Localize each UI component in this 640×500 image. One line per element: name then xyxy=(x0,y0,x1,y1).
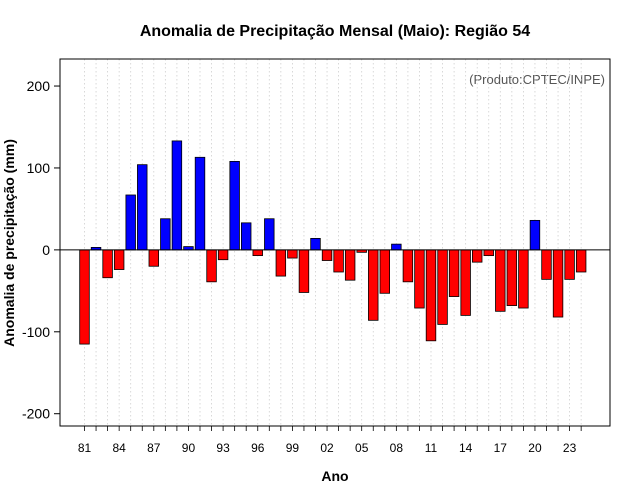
plot-frame xyxy=(59,58,611,427)
bar-2019 xyxy=(518,249,529,309)
x-tick-label: 87 xyxy=(147,441,161,455)
bar-1989 xyxy=(171,140,183,251)
bar-1985 xyxy=(125,194,136,251)
bar-2018 xyxy=(506,249,518,306)
x-tick-label: 99 xyxy=(286,441,300,455)
bar-2015 xyxy=(471,249,483,263)
x-tick-label: 90 xyxy=(182,441,196,455)
bar-1999 xyxy=(287,249,298,259)
bar-1983 xyxy=(102,249,113,279)
bar-1992 xyxy=(206,249,217,283)
chart-annotation: (Produto:CPTEC/INPE) xyxy=(469,72,605,87)
bar-1984 xyxy=(113,249,125,270)
bar-1994 xyxy=(229,160,240,251)
bar-2000 xyxy=(298,249,310,293)
bar-2024 xyxy=(575,249,587,273)
chart-title: Anomalia de Precipitação Mensal (Maio): … xyxy=(140,23,530,40)
x-tick-label: 81 xyxy=(78,441,92,455)
bar-1998 xyxy=(275,249,287,277)
y-tick-label: 0 xyxy=(42,242,50,258)
bar-2009 xyxy=(402,249,414,283)
x-tick-label: 05 xyxy=(355,441,369,455)
x-tick-label: 93 xyxy=(216,441,230,455)
grid xyxy=(84,59,582,426)
bar-2012 xyxy=(437,249,448,325)
bar-1991 xyxy=(194,156,206,251)
bar-2010 xyxy=(414,249,425,309)
x-tick-label: 17 xyxy=(494,441,508,455)
x-tick-label: 08 xyxy=(390,441,404,455)
bar-1981 xyxy=(79,249,90,345)
bar-2020 xyxy=(529,219,541,251)
x-tick-label: 84 xyxy=(112,441,126,455)
bar-2004 xyxy=(344,249,356,281)
bar-1986 xyxy=(137,164,148,251)
bar-2001 xyxy=(310,238,321,251)
x-tick-label: 20 xyxy=(528,441,542,455)
bar-1987 xyxy=(148,249,160,267)
x-tick-label: 14 xyxy=(459,441,473,455)
bar-2017 xyxy=(495,249,506,312)
bar-1995 xyxy=(240,222,252,251)
bar-2006 xyxy=(368,249,379,321)
x-tick-label: 96 xyxy=(251,441,265,455)
bar-1988 xyxy=(160,218,171,251)
y-tick-label: 100 xyxy=(27,160,51,176)
x-tick-label: 23 xyxy=(563,441,577,455)
bars xyxy=(79,140,587,345)
x-tick-label: 02 xyxy=(320,441,334,455)
bar-2003 xyxy=(333,249,344,273)
x-axis-label: Ano xyxy=(321,468,348,484)
x-tick-label: 11 xyxy=(425,441,438,455)
bar-1993 xyxy=(217,249,229,261)
bar-2011 xyxy=(425,249,437,342)
bar-2014 xyxy=(460,249,471,316)
bar-2023 xyxy=(564,249,575,280)
bar-2021 xyxy=(541,249,552,280)
y-tick-label: -200 xyxy=(22,406,50,422)
y-tick-label: 200 xyxy=(27,78,51,94)
bar-1997 xyxy=(264,218,275,251)
bar-2008 xyxy=(391,243,402,251)
y-tick-label: -100 xyxy=(22,324,50,340)
bar-2007 xyxy=(379,249,391,294)
bar-2013 xyxy=(448,249,460,297)
y-axis-label: Anomalia de precipitação (mm) xyxy=(1,139,17,347)
bar-2022 xyxy=(552,249,564,318)
bar-1996 xyxy=(252,249,263,257)
bar-2016 xyxy=(483,249,494,257)
bar-2002 xyxy=(321,249,333,261)
axes: -200 -100 0 100 200 81 84 87 90 93 96 99 02 05 08 11 14 1… xyxy=(22,78,610,455)
